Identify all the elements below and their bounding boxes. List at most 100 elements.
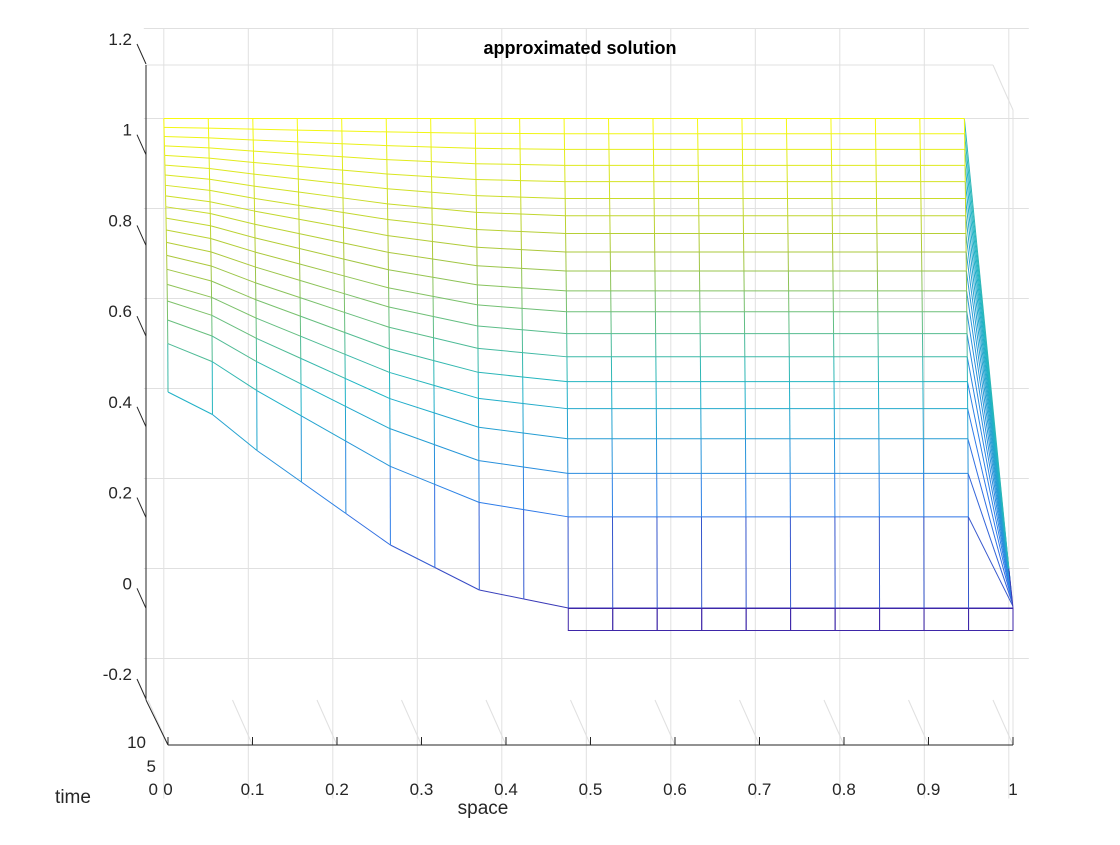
mesh-line bbox=[432, 192, 476, 195]
mesh-line bbox=[388, 236, 432, 242]
mesh-line bbox=[168, 344, 212, 362]
mesh-line bbox=[390, 429, 434, 445]
mesh-line bbox=[343, 227, 388, 235]
z-tick-label: -0.2 bbox=[103, 665, 132, 684]
mesh-line bbox=[964, 119, 1008, 569]
chart-title: approximated solution bbox=[483, 38, 676, 58]
mesh-line bbox=[344, 276, 389, 288]
mesh-line bbox=[257, 362, 301, 384]
z-tick-label: 0.2 bbox=[108, 484, 132, 503]
mesh-line bbox=[521, 232, 565, 234]
mesh-line bbox=[210, 179, 255, 186]
mesh-line bbox=[253, 129, 297, 130]
mesh-line bbox=[168, 392, 212, 415]
mesh-line bbox=[387, 174, 431, 177]
z-tick-mark bbox=[137, 44, 146, 64]
x-tick-label: 0.2 bbox=[325, 780, 349, 799]
mesh-cell bbox=[880, 609, 924, 631]
mesh-line bbox=[344, 243, 389, 252]
z-tick-label: 1 bbox=[123, 121, 132, 140]
mesh-line bbox=[389, 307, 433, 317]
z-tick-label: 0.8 bbox=[108, 211, 132, 230]
mesh-line bbox=[343, 184, 388, 189]
mesh-line bbox=[433, 316, 477, 326]
mesh-line bbox=[521, 197, 565, 198]
mesh-line bbox=[212, 315, 257, 338]
mesh-line bbox=[254, 198, 298, 205]
mesh-cell bbox=[969, 609, 1013, 631]
mesh-line bbox=[434, 445, 478, 461]
grid-line bbox=[486, 700, 506, 745]
x-tick-label: 0.7 bbox=[748, 780, 772, 799]
z-tick-mark bbox=[137, 498, 146, 518]
x-tick-label: 0.9 bbox=[917, 780, 941, 799]
mesh-line bbox=[299, 219, 343, 227]
mesh-line bbox=[165, 175, 209, 179]
mesh-line bbox=[386, 132, 430, 133]
mesh-line bbox=[300, 298, 344, 313]
mesh-line bbox=[523, 467, 567, 473]
mesh-line bbox=[433, 259, 477, 266]
mesh-line bbox=[522, 308, 566, 311]
mesh-line bbox=[167, 284, 211, 297]
mesh-line bbox=[208, 128, 253, 129]
mesh-line bbox=[211, 281, 256, 300]
mesh-line bbox=[432, 225, 476, 230]
mesh-line bbox=[389, 288, 433, 297]
z-tick-label: 0 bbox=[123, 574, 132, 593]
mesh-line bbox=[256, 318, 300, 336]
x-tick-label: 0.1 bbox=[241, 780, 265, 799]
mesh-line bbox=[255, 267, 299, 280]
grid-line bbox=[317, 700, 337, 745]
mesh-line bbox=[390, 545, 434, 568]
mesh-line bbox=[431, 133, 475, 134]
mesh-line bbox=[477, 230, 522, 232]
x-tick-label: 0.3 bbox=[410, 780, 434, 799]
mesh-line bbox=[387, 160, 431, 162]
mesh-line bbox=[298, 166, 342, 170]
surface-mesh bbox=[164, 119, 1013, 631]
mesh-line bbox=[522, 330, 566, 334]
mesh-line bbox=[209, 148, 254, 151]
mesh-line bbox=[434, 385, 478, 398]
mesh-line bbox=[301, 482, 345, 514]
mesh-line bbox=[968, 439, 1012, 602]
mesh-line bbox=[433, 296, 477, 305]
mesh-line bbox=[253, 140, 297, 142]
z-tick-mark bbox=[137, 225, 146, 245]
grid-line bbox=[402, 700, 422, 745]
grid-line bbox=[571, 700, 591, 745]
x-tick-label: 0.4 bbox=[494, 780, 518, 799]
mesh-line bbox=[434, 361, 478, 373]
mesh-line bbox=[522, 268, 566, 271]
z-tick-label: 0.6 bbox=[108, 302, 132, 321]
mesh-line bbox=[476, 164, 521, 165]
mesh-line bbox=[435, 484, 479, 502]
mesh-line bbox=[256, 338, 300, 358]
mesh-line bbox=[523, 433, 567, 439]
mesh-cell bbox=[613, 609, 657, 631]
mesh-line bbox=[476, 212, 521, 214]
mesh-line bbox=[431, 162, 475, 164]
mesh-line bbox=[168, 320, 212, 336]
mesh-line bbox=[432, 177, 476, 180]
mesh-line bbox=[390, 372, 434, 385]
z-tick-mark bbox=[137, 679, 146, 699]
y-axis-line bbox=[146, 700, 168, 745]
mesh-line bbox=[301, 336, 345, 354]
mesh-line bbox=[478, 372, 523, 377]
mesh-line bbox=[479, 461, 524, 467]
mesh-line bbox=[387, 189, 431, 192]
mesh-line bbox=[478, 326, 523, 330]
z-tick-mark bbox=[137, 588, 146, 608]
mesh-line bbox=[477, 285, 522, 288]
mesh-line bbox=[342, 157, 387, 160]
mesh-line bbox=[166, 196, 210, 202]
mesh-line bbox=[299, 234, 343, 243]
grid-line bbox=[740, 700, 760, 745]
z-tick-label: 1.2 bbox=[108, 30, 132, 49]
mesh-line bbox=[301, 358, 345, 378]
mesh-line bbox=[346, 441, 391, 466]
mesh-line bbox=[301, 384, 345, 406]
mesh-cell bbox=[746, 609, 790, 631]
